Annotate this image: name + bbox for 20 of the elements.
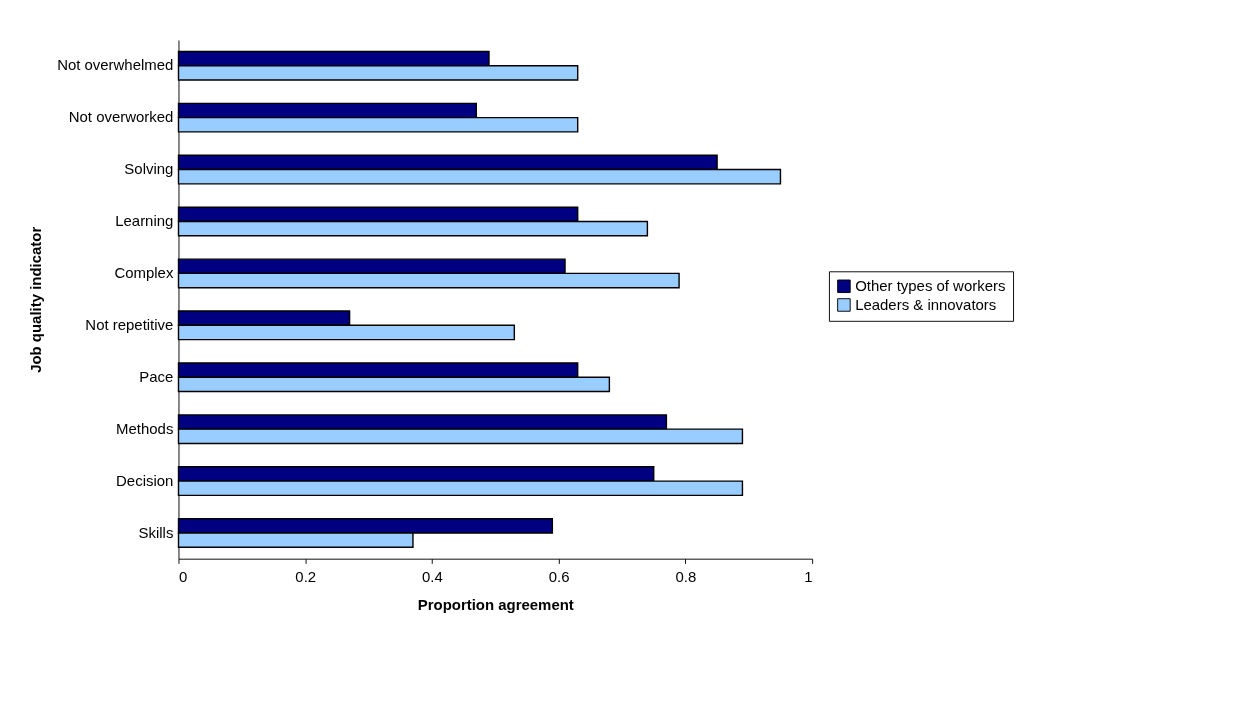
y-tick-label: Not overworked: [68, 108, 174, 126]
y-tick-label: Not repetitive: [85, 316, 174, 333]
y-tick-label: Not overwhelmed: [57, 56, 174, 74]
legend-label: Leaders & innovators: [855, 295, 997, 313]
y-tick-label: Methods: [116, 419, 174, 437]
y-tick-label: Learning: [115, 212, 174, 230]
y-tick-label: Solving: [124, 160, 174, 178]
y-axis-title: Job quality indicator: [27, 226, 45, 373]
x-tick-label: 0: [178, 567, 188, 585]
x-axis-title: Proportion agreement: [417, 595, 574, 613]
x-tick-label: 0.2: [295, 567, 317, 585]
y-tick-label: Pace: [139, 367, 174, 385]
y-tick-label: Complex: [114, 264, 174, 282]
x-tick-label: 0.6: [548, 567, 570, 585]
legend-label: Other types of workers: [855, 276, 1006, 294]
y-tick-label: Skills: [138, 523, 174, 541]
x-tick-label: 0.8: [675, 567, 697, 585]
y-tick-label: Decision: [116, 471, 174, 489]
x-tick-label: 1: [804, 567, 813, 585]
x-tick-label: 0.4: [422, 567, 443, 585]
